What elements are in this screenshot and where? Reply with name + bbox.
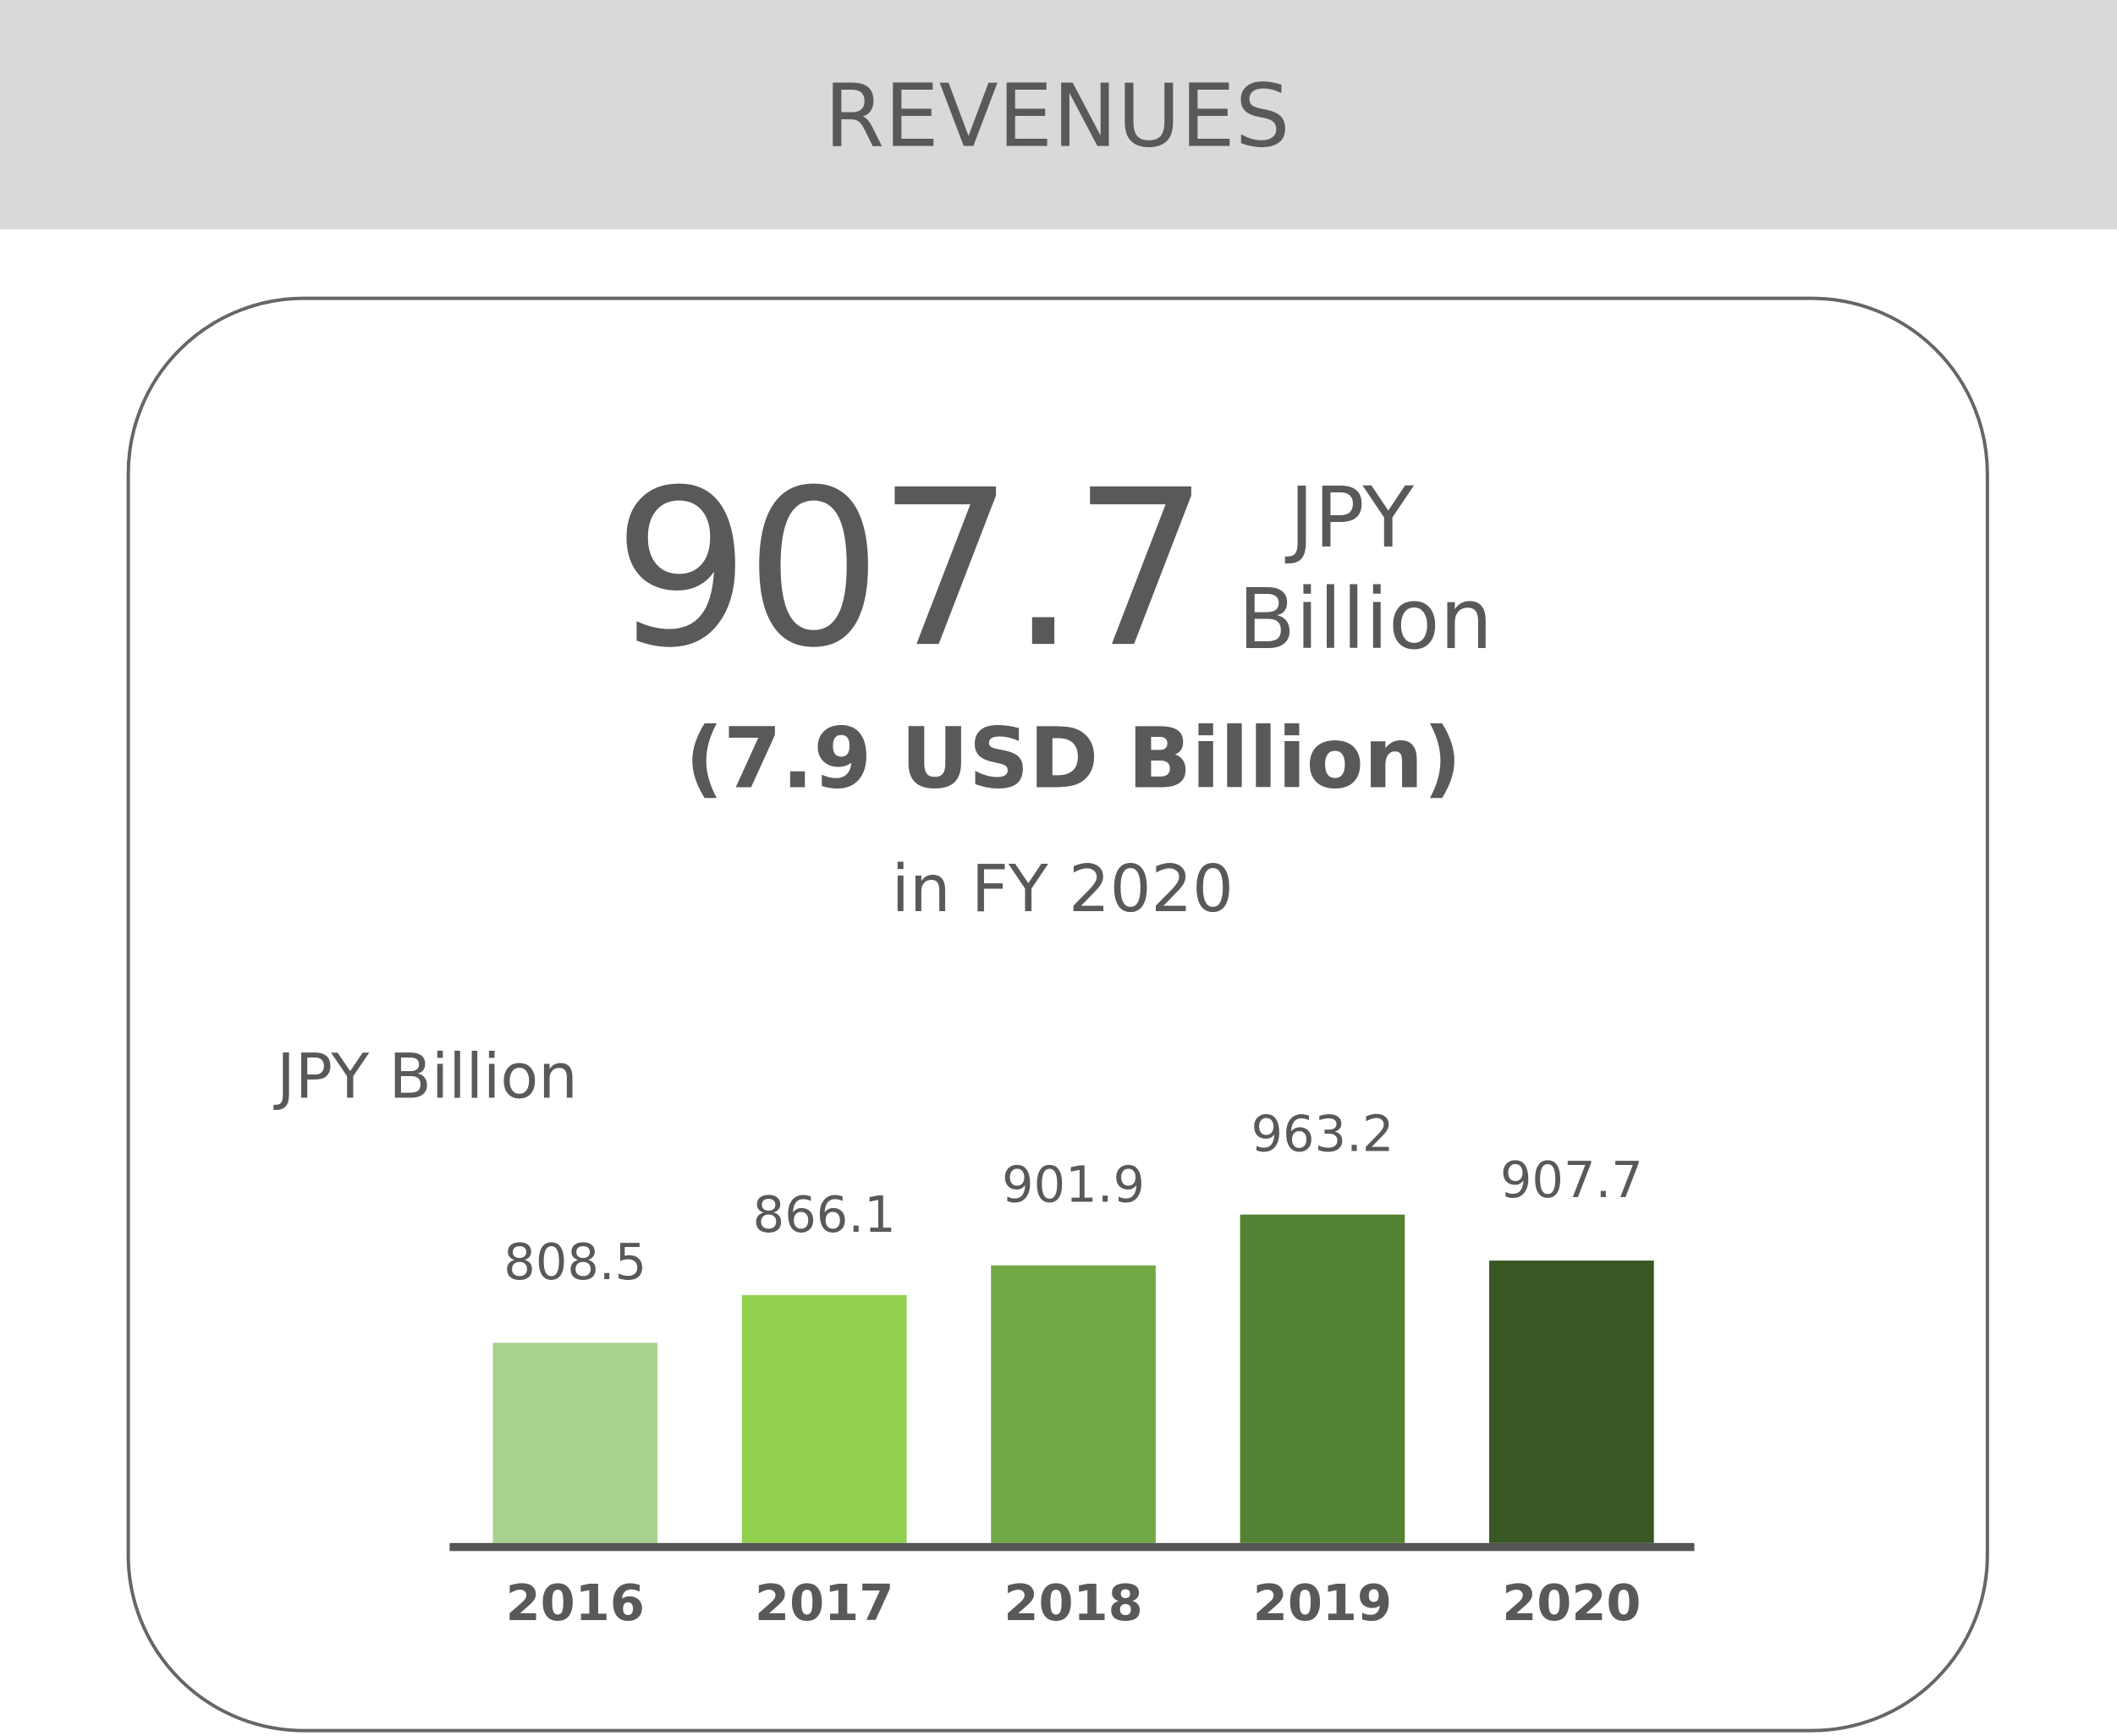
card (126, 296, 1989, 1733)
value-label: 808.5 (503, 1233, 646, 1291)
header-band (0, 0, 2117, 230)
headline-unit: JPY (1284, 470, 1415, 567)
x-tick-label: 2017 (755, 1574, 894, 1632)
value-label: 901.9 (1002, 1156, 1145, 1214)
x-tick-label: 2020 (1502, 1574, 1641, 1632)
bar (741, 1294, 907, 1543)
value-label: 963.2 (1251, 1105, 1394, 1163)
period: in FY 2020 (892, 852, 1234, 927)
headline-value: 907.7 (613, 444, 1204, 695)
subtitle: (7.9 USD Billion) (685, 710, 1462, 807)
x-tick-label: 2018 (1004, 1574, 1142, 1632)
value-label: 907.7 (1500, 1151, 1643, 1209)
value-label: 866.1 (753, 1185, 896, 1244)
bar (1240, 1214, 1405, 1543)
bar (1489, 1261, 1654, 1543)
plot: 2016 808.5 2017 866.1 2018 901.9 2019 963.2 2020… (492, 1105, 1654, 1632)
bar (492, 1343, 658, 1543)
y-label: JPY Billion (273, 1041, 578, 1112)
bar (991, 1265, 1156, 1543)
x-tick-label: 2019 (1253, 1574, 1392, 1632)
header-title: REVENUES (824, 66, 1289, 167)
headline-unit: Billion (1238, 571, 1493, 668)
x-tick-label: 2016 (506, 1574, 645, 1632)
